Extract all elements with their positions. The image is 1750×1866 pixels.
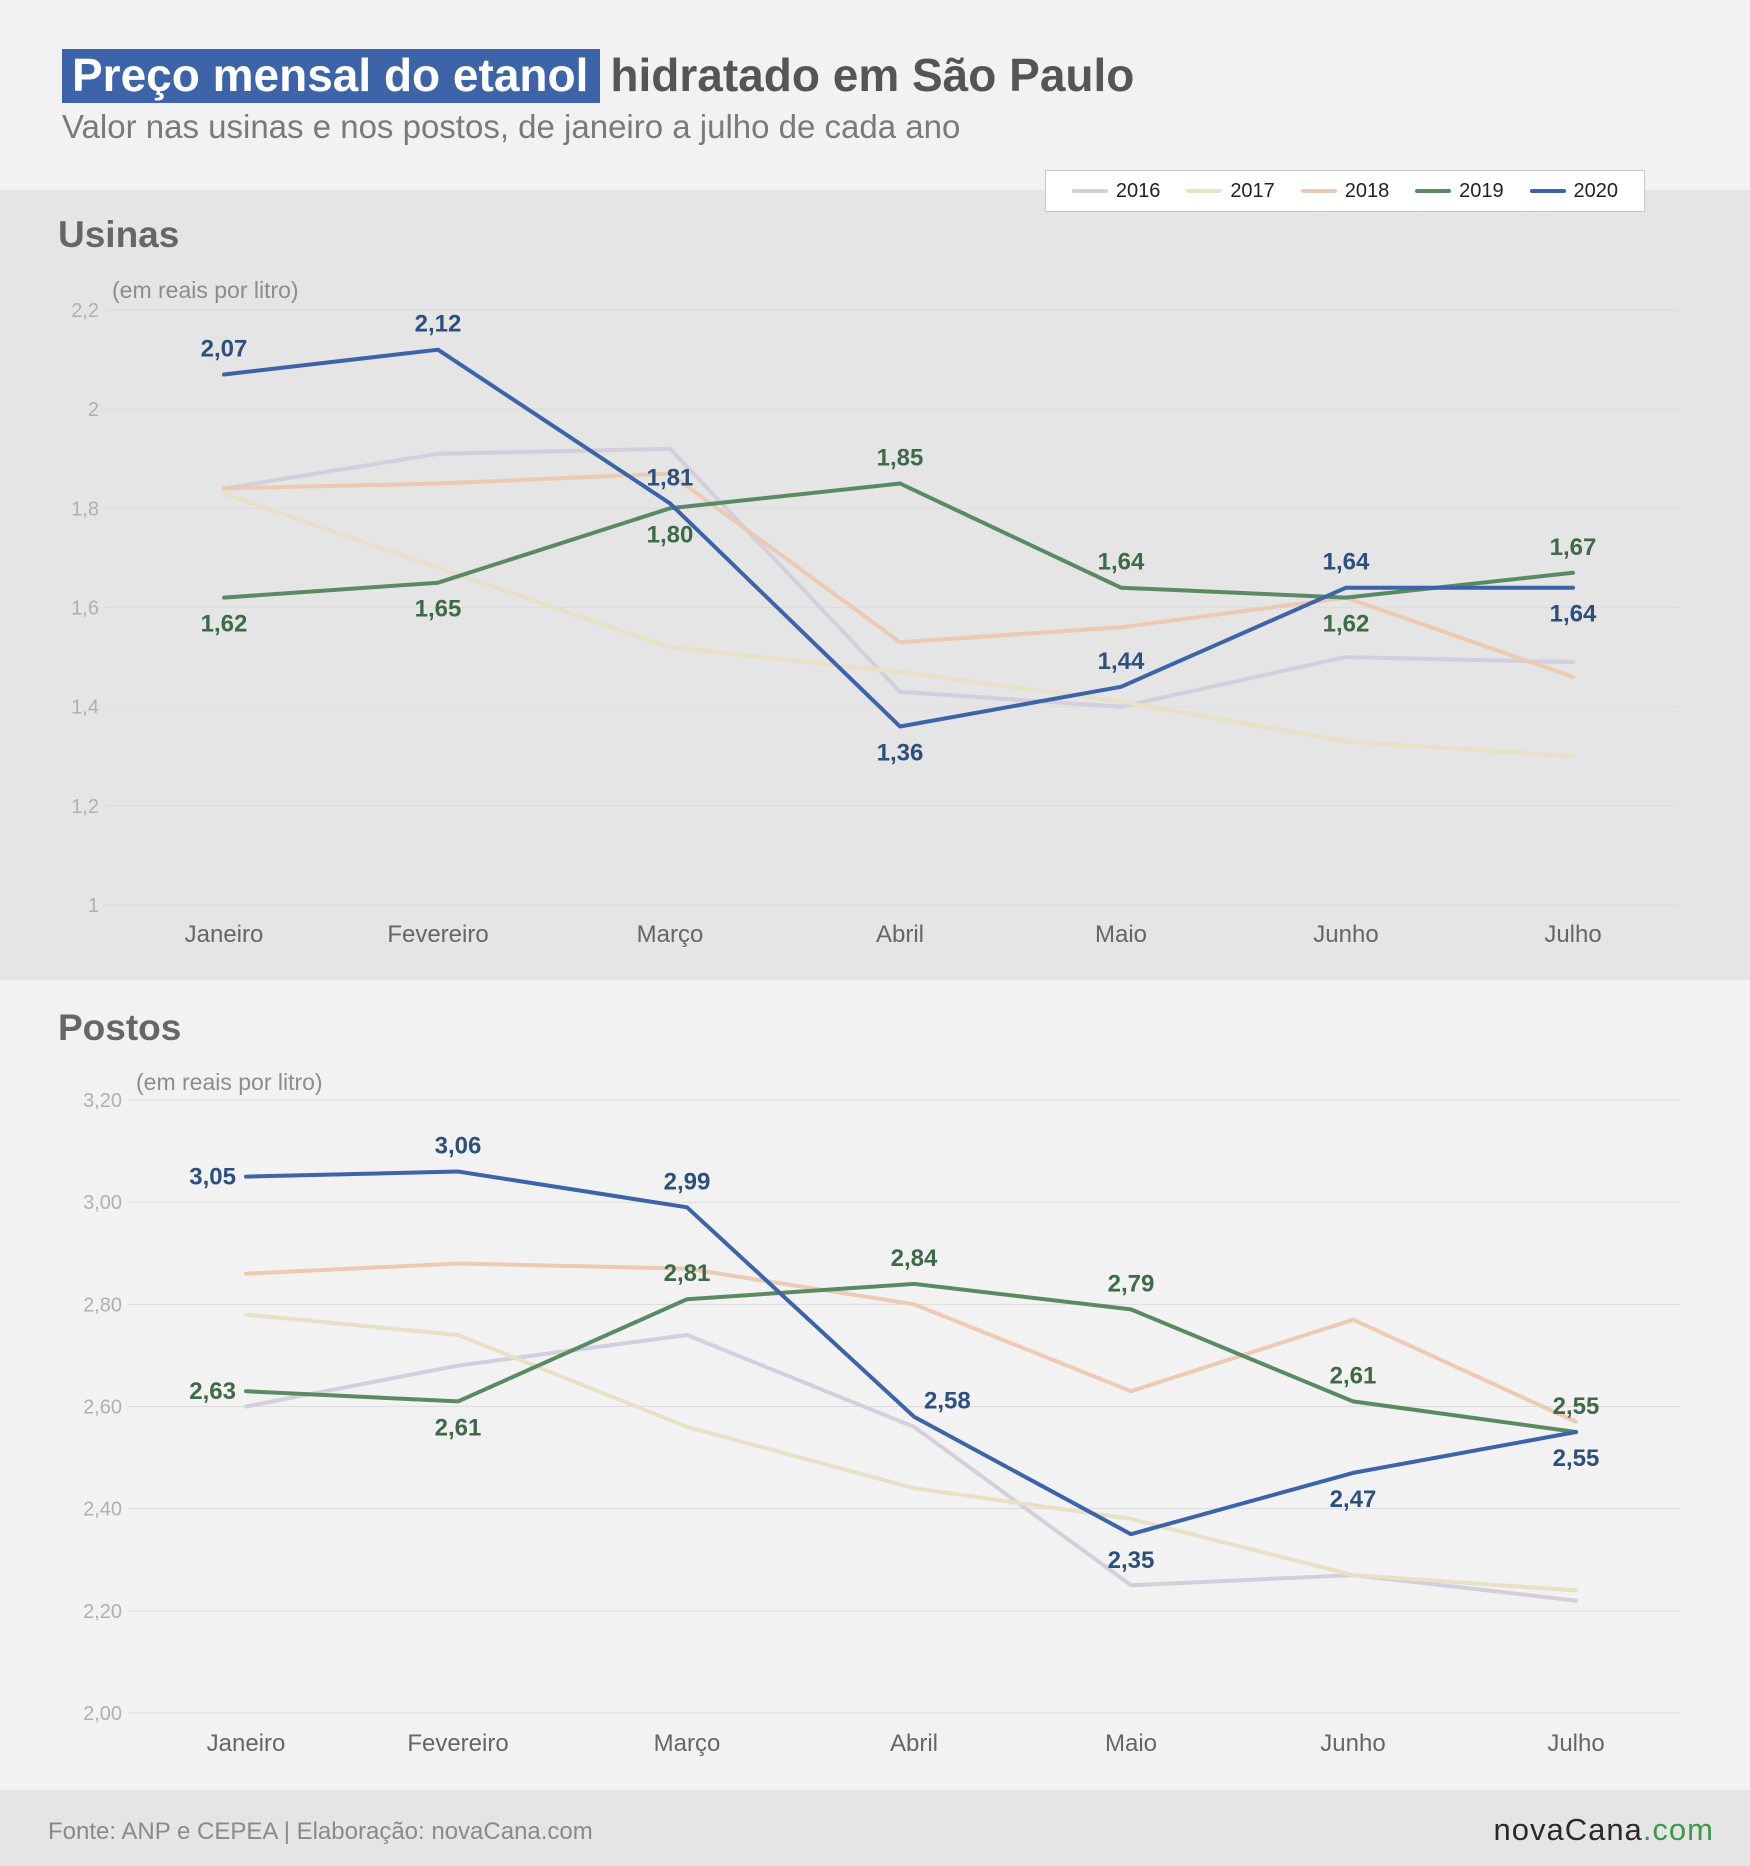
postos-x-tick-label: Março (654, 1730, 721, 1757)
postos-x-tick-label: Junho (1320, 1730, 1385, 1757)
page-title: Preço mensal do etanol hidratado em São P… (62, 48, 1135, 103)
usinas-chart-title: Usinas (58, 214, 179, 255)
postos-y-tick-label: 2,80 (83, 1294, 122, 1316)
footer (0, 1790, 1750, 1866)
postos-data-label-2019: 2,81 (664, 1260, 711, 1287)
postos-series-2017 (244, 1312, 1578, 1593)
usinas-series-2016 (222, 446, 1575, 709)
legend-swatch-2016 (1071, 189, 1108, 193)
usinas-data-label-2020: 1,81 (647, 464, 694, 491)
postos-section (0, 980, 1750, 1790)
postos-y-tick-label: 3,00 (83, 1192, 122, 1214)
postos-x-tick-label: Julho (1547, 1730, 1604, 1757)
postos-data-label-2019: 2,63 (189, 1378, 236, 1405)
postos-y-tick-label: 2,20 (83, 1601, 122, 1623)
usinas-y-tick-label: 1,4 (71, 697, 99, 719)
postos-data-label-2019: 2,61 (1330, 1362, 1377, 1389)
usinas-data-label-2020: 1,36 (877, 740, 924, 767)
postos-series-2018 (244, 1261, 1578, 1424)
postos-data-label-2019: 2,84 (891, 1245, 938, 1272)
postos-x-tick-label: Janeiro (207, 1730, 286, 1757)
usinas-x-tick-label: Abril (876, 921, 924, 948)
legend-item-2017: 2017 (1186, 180, 1275, 203)
postos-x-tick-label: Fevereiro (407, 1730, 508, 1757)
postos-data-label-2019: 2,55 (1553, 1393, 1600, 1420)
usinas-data-label-2019: 1,62 (1323, 611, 1370, 638)
usinas-y-tick-label: 2 (88, 399, 99, 421)
brand-logo: novaCana.com (1493, 1812, 1714, 1848)
title-highlight: Preço mensal do etanol (62, 49, 601, 103)
usinas-data-label-2019: 1,65 (415, 596, 462, 623)
legend-swatch-2020 (1529, 189, 1566, 193)
postos-series-2019 (244, 1281, 1578, 1434)
chart-legend: 2016 2017 2018 2019 2020 (1045, 170, 1645, 212)
postos-y-tick-label: 2,40 (83, 1499, 122, 1521)
legend-swatch-2018 (1300, 189, 1337, 193)
page-subtitle: Valor nas usinas e nos postos, de janeir… (62, 108, 961, 145)
usinas-data-label-2019: 1,64 (1098, 549, 1145, 576)
postos-data-label-2020: 2,58 (924, 1388, 971, 1415)
legend-item-2019: 2019 (1415, 180, 1504, 203)
legend-label-2020: 2020 (1573, 179, 1619, 202)
postos-series-2020 (244, 1169, 1578, 1537)
usinas-x-tick-label: Fevereiro (387, 921, 488, 948)
usinas-data-label-2020: 1,64 (1550, 601, 1597, 628)
usinas-unit-label: (em reais por litro) (112, 277, 299, 303)
source-note: Fonte: ANP e CEPEA | Elaboração: novaCan… (48, 1818, 593, 1845)
usinas-data-label-2019: 1,85 (877, 445, 924, 472)
header: Preço mensal do etanol hidratado em São P… (0, 0, 1750, 190)
legend-label-2017: 2017 (1230, 179, 1275, 202)
legend-label-2016: 2016 (1115, 179, 1161, 202)
postos-unit-label: (em reais por litro) (136, 1069, 323, 1095)
usinas-data-label-2019: 1,62 (201, 611, 248, 638)
postos-data-label-2020: 3,06 (435, 1133, 482, 1160)
title-rest: hidratado em São Paulo (610, 49, 1135, 101)
legend-item-2020: 2020 (1529, 179, 1619, 203)
usinas-x-tick-label: Maio (1095, 921, 1147, 948)
usinas-data-label-2020: 2,07 (201, 335, 248, 362)
postos-data-label-2020: 2,99 (664, 1168, 711, 1195)
logo-main: novaCana (1493, 1812, 1643, 1847)
legend-label-2018: 2018 (1344, 179, 1390, 202)
usinas-data-label-2020: 1,64 (1323, 549, 1370, 576)
postos-y-tick-label: 2,00 (83, 1703, 122, 1725)
usinas-series-2018 (222, 471, 1575, 679)
postos-data-label-2019: 2,61 (435, 1414, 482, 1441)
postos-data-label-2020: 2,47 (1330, 1486, 1377, 1513)
usinas-y-tick-label: 1 (88, 895, 99, 917)
postos-data-label-2020: 3,05 (189, 1164, 236, 1191)
usinas-y-tick-label: 1,2 (71, 796, 99, 818)
usinas-data-label-2020: 1,44 (1098, 648, 1145, 675)
postos-data-label-2020: 2,35 (1108, 1547, 1155, 1574)
legend-label-2019: 2019 (1459, 179, 1504, 202)
usinas-series-2017 (222, 491, 1575, 759)
usinas-x-tick-label: Março (637, 921, 704, 948)
postos-y-tick-label: 2,60 (83, 1397, 122, 1419)
legend-swatch-2017 (1186, 189, 1223, 193)
logo-suffix: .com (1642, 1812, 1714, 1847)
usinas-y-tick-label: 1,8 (71, 498, 99, 520)
postos-x-tick-label: Abril (890, 1730, 938, 1757)
usinas-series-2020 (222, 347, 1575, 729)
legend-item-2018: 2018 (1300, 179, 1390, 203)
usinas-x-tick-label: Julho (1544, 921, 1601, 948)
usinas-y-tick-label: 1,6 (71, 598, 99, 620)
usinas-y-tick-label: 2,2 (71, 300, 99, 322)
postos-data-label-2020: 2,55 (1553, 1445, 1600, 1472)
postos-chart-title: Postos (58, 1007, 181, 1048)
usinas-data-label-2020: 2,12 (415, 311, 462, 338)
legend-swatch-2019 (1415, 189, 1452, 193)
usinas-x-tick-label: Junho (1313, 921, 1378, 948)
usinas-data-label-2019: 1,67 (1550, 534, 1597, 561)
postos-y-tick-label: 3,20 (83, 1090, 122, 1112)
legend-item-2016: 2016 (1071, 179, 1161, 203)
postos-data-label-2019: 2,79 (1108, 1270, 1155, 1297)
usinas-data-label-2019: 1,80 (647, 521, 694, 548)
usinas-series-2019 (222, 481, 1575, 600)
usinas-x-tick-label: Janeiro (185, 921, 264, 948)
postos-x-tick-label: Maio (1105, 1730, 1157, 1757)
